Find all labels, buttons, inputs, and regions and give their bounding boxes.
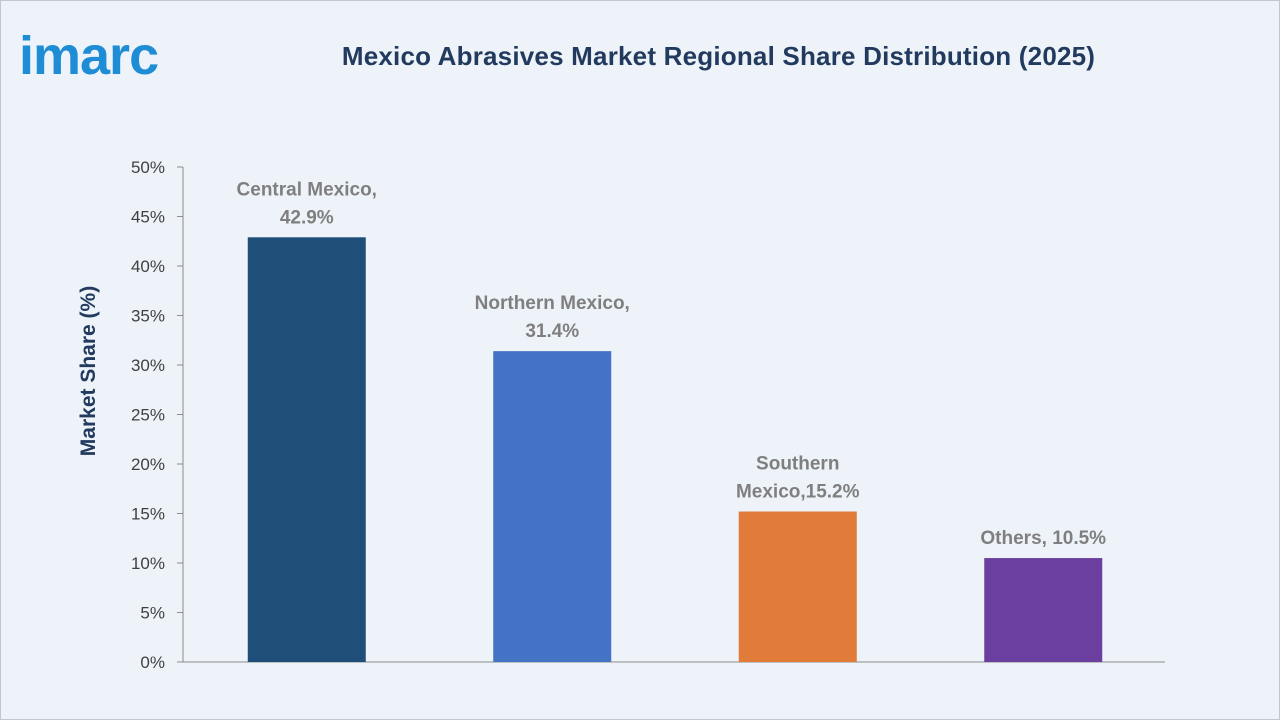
y-tick-label: 15% (131, 505, 165, 524)
data-label: Southern (756, 454, 839, 475)
y-tick-label: 45% (131, 208, 165, 227)
y-tick-label: 35% (131, 307, 165, 326)
data-label: 31.4% (525, 321, 579, 342)
bar-southern-mexico (738, 511, 857, 662)
bar-northern-mexico (493, 351, 612, 662)
imarc-logo: imarc (19, 26, 159, 86)
y-tick-label: 10% (131, 554, 165, 573)
y-tick-label: 20% (131, 455, 165, 474)
bar-central-mexico (247, 237, 366, 663)
chart-title: Mexico Abrasives Market Regional Share D… (341, 41, 1096, 71)
y-tick-label: 30% (131, 356, 165, 375)
data-label: Others, 10.5% (980, 528, 1106, 549)
y-tick-label: 25% (131, 406, 165, 425)
data-label: Central Mexico, (237, 179, 377, 200)
y-tick-label: 40% (131, 257, 165, 276)
logo-wordmark: imarc (19, 26, 158, 86)
data-label: Northern Mexico, (475, 293, 630, 314)
data-label: Mexico,15.2% (736, 482, 860, 503)
y-tick-label: 50% (131, 158, 165, 177)
data-label: 42.9% (280, 207, 334, 228)
bar-others (984, 558, 1103, 662)
y-tick-label: 0% (140, 653, 165, 672)
y-tick-label: 5% (140, 604, 165, 623)
